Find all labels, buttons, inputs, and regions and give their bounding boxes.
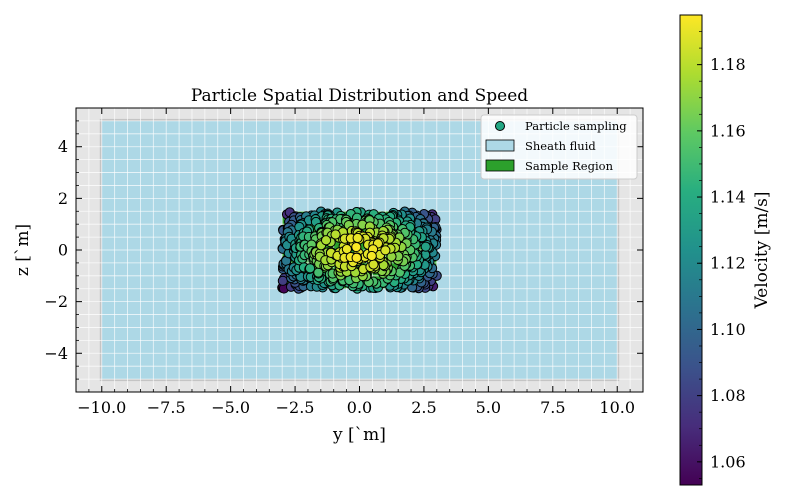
x-tick-label: 0.0 (347, 398, 372, 417)
legend-label-particles: Particle sampling (525, 119, 627, 133)
colorbar-tick-label: 1.16 (710, 121, 746, 140)
particle-point (380, 245, 391, 256)
y-axis-label: z [`m] (13, 224, 33, 276)
x-axis-label: y [`m] (332, 425, 386, 445)
particle-point (351, 252, 362, 263)
x-tick-label: −5.0 (211, 398, 250, 417)
colorbar: 1.06 1.08 1.10 1.12 1.14 1.16 1.18 Velocity [m… (679, 14, 772, 486)
colorbar-label: Velocity [m/s] (752, 191, 772, 309)
y-tick-label: −4 (44, 344, 68, 363)
colorbar-tick-label: 1.08 (710, 386, 746, 405)
x-tick-label: 5.0 (476, 398, 501, 417)
x-tick-label: 7.5 (540, 398, 565, 417)
y-tick-label: −2 (44, 292, 68, 311)
colorbar-gradient (679, 14, 703, 486)
x-tick-label: −2.5 (276, 398, 315, 417)
particle-point (304, 263, 316, 274)
legend-marker-particles (495, 121, 505, 131)
legend-box (480, 114, 638, 180)
chart-title: Particle Spatial Distribution and Speed (191, 86, 528, 106)
particle-point (368, 259, 379, 270)
x-tick-label: −10.0 (77, 398, 126, 417)
particle-point (420, 241, 431, 252)
legend-patch-sheath (485, 139, 515, 152)
colorbar-tick-label: 1.06 (710, 452, 746, 471)
legend-label-sheath: Sheath fluid (525, 139, 596, 153)
colorbar-ticks: 1.06 1.08 1.10 1.12 1.14 1.16 1.18 (697, 14, 746, 479)
y-tick-label: 4 (58, 137, 68, 156)
particle-point (366, 250, 377, 262)
colorbar-tick-label: 1.18 (710, 55, 746, 74)
y-tick-label: 2 (58, 189, 68, 208)
colorbar-tick-label: 1.12 (710, 254, 746, 273)
y-tick-label: 0 (58, 241, 68, 260)
particle-point (330, 229, 341, 240)
x-tick-label: −7.5 (147, 398, 186, 417)
legend-patch-sample (485, 159, 515, 172)
particle-point (320, 235, 332, 246)
particle-point (277, 275, 288, 286)
axes-frame (75, 107, 644, 393)
x-tick-label: 2.5 (411, 398, 436, 417)
colorbar-tick-label: 1.10 (710, 320, 746, 339)
x-tick-label: 10.0 (599, 398, 635, 417)
particle-point (351, 241, 362, 253)
particles (277, 206, 442, 294)
particle-point (352, 232, 363, 244)
ticks: −10.0 −7.5 −5.0 −2.5 0.0 2.5 5.0 7.5 10.0 −4 −2 0 2 4 (44, 107, 643, 417)
legend: Particle sampling Sheath fluid Sample Re… (480, 114, 638, 180)
colorbar-tick-label: 1.14 (710, 188, 746, 207)
legend-label-sample: Sample Region (525, 159, 614, 173)
